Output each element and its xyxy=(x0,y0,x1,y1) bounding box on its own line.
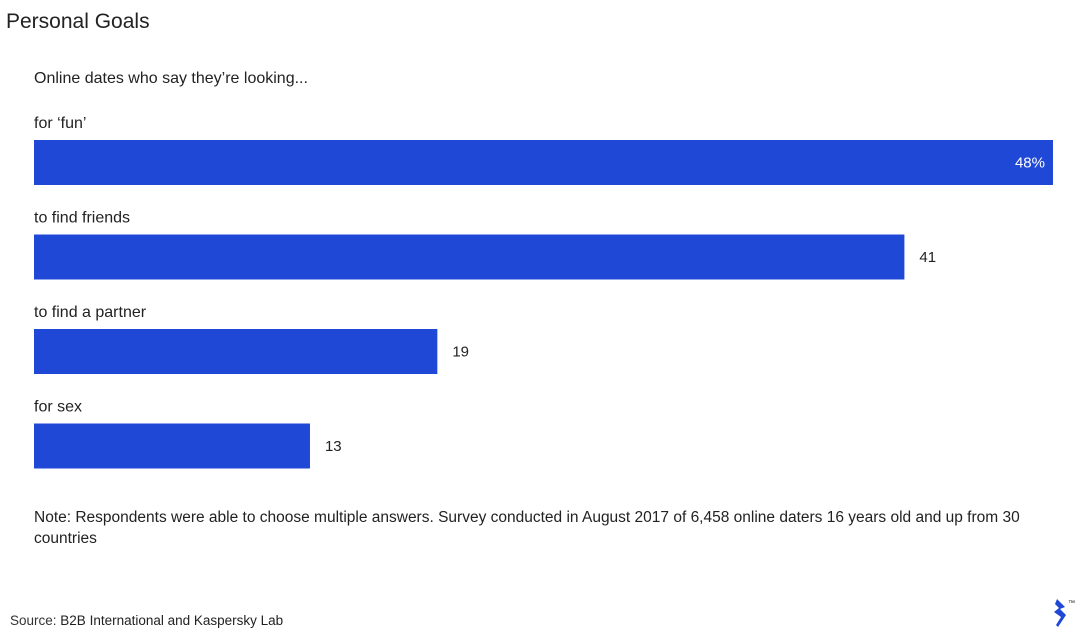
bar xyxy=(34,234,905,280)
category-label: for sex xyxy=(34,399,82,416)
chart-subtitle: Online dates who say they’re looking... xyxy=(34,70,308,87)
bar-chart: for ‘fun’ 48% to find friends 41 to find a p… xyxy=(34,115,1053,469)
data-label: 48% xyxy=(1015,155,1045,172)
bar xyxy=(34,329,438,374)
source-line: Source: B2B International and Kaspersky … xyxy=(10,613,283,628)
bar xyxy=(34,140,1053,185)
data-label: 19 xyxy=(452,344,469,361)
source-label: Source: xyxy=(10,613,57,628)
survey-note: Note: Respondents were able to choose mu… xyxy=(34,509,1020,547)
bar xyxy=(34,423,310,469)
category-label: to find friends xyxy=(34,210,130,227)
category-label: to find a partner xyxy=(34,304,147,321)
data-label: 41 xyxy=(919,249,936,266)
page-title: Personal Goals xyxy=(6,10,150,33)
logo-shape xyxy=(1054,599,1066,627)
logo-trademark: ™ xyxy=(1068,600,1075,607)
category-label: for ‘fun’ xyxy=(34,115,86,132)
data-label: 13 xyxy=(325,438,342,455)
source-name: B2B International and Kaspersky Lab xyxy=(60,613,284,628)
toptal-logo-icon: ™ xyxy=(1054,599,1075,627)
